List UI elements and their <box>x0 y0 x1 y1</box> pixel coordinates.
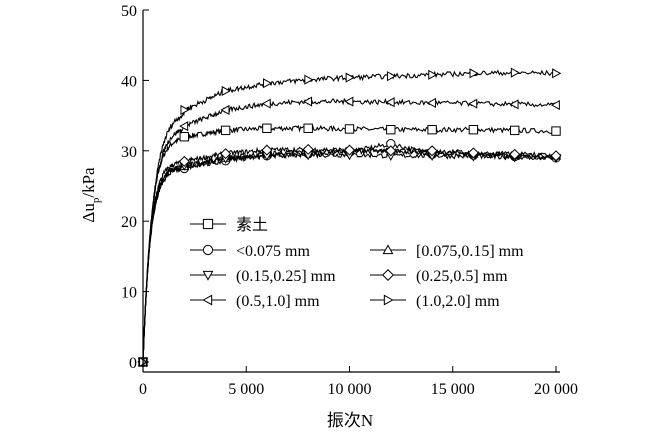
x-axis-title: 振次N <box>327 411 373 430</box>
y-tick-label: 20 <box>121 214 137 231</box>
data-point <box>550 99 560 111</box>
y-axis-title-unit: /kPa <box>79 167 98 198</box>
legend-entry: (0.15,0.25] mm <box>190 268 336 285</box>
legend-entry: (0.25,0.5] mm <box>370 268 508 285</box>
data-point <box>180 104 190 116</box>
data-point <box>302 96 313 107</box>
legend-label: (0.15,0.25] mm <box>236 268 336 285</box>
data-point <box>509 99 519 110</box>
legend-marker <box>383 294 394 306</box>
legend-label: 素土 <box>236 216 268 234</box>
legend-marker <box>202 294 213 306</box>
legend-entry: [0.075,0.15] mm <box>370 243 524 260</box>
data-point <box>261 98 271 109</box>
data-point <box>261 144 273 156</box>
legend-label: (0.25,0.5] mm <box>416 268 508 285</box>
legend-label: <0.075 mm <box>236 243 310 260</box>
legend-entry: <0.075 mm <box>190 243 310 260</box>
x-tick-label: 10 000 <box>328 381 372 398</box>
x-tick-label: 20 000 <box>534 381 578 398</box>
data-point <box>262 123 272 133</box>
legend-label: (1.0,2.0] mm <box>416 293 500 310</box>
legend-label: (0.5,1.0] mm <box>236 293 320 310</box>
data-point <box>386 71 397 82</box>
data-point <box>179 132 190 142</box>
series-line <box>142 146 557 362</box>
data-point <box>468 124 479 135</box>
ticks: 0 10 20 30 40 50 0 5 000 10 000 15 000 20 000 <box>121 3 578 398</box>
data-point <box>343 144 356 156</box>
data-point <box>385 145 397 157</box>
legend-label: [0.075,0.15] mm <box>416 243 524 260</box>
x-tick-label: 0 <box>139 381 147 398</box>
data-point <box>221 85 231 97</box>
series-line <box>142 124 557 362</box>
data-point <box>304 74 314 85</box>
legend-entry: (0.5,1.0] mm <box>190 293 320 310</box>
legend-marker <box>202 218 214 230</box>
data-point <box>426 97 436 108</box>
y-tick-label: 30 <box>121 144 137 161</box>
y-tick-label: 10 <box>121 285 137 302</box>
data-point <box>220 125 231 136</box>
data-point <box>469 68 479 79</box>
data-point <box>468 98 478 109</box>
data-point <box>385 97 395 108</box>
series-line <box>142 150 557 362</box>
series-4 <box>137 143 562 368</box>
legend-marker <box>202 244 214 256</box>
legend-entry: 素土 <box>190 216 268 234</box>
data-point <box>426 145 438 157</box>
data-point <box>344 124 355 134</box>
data-point <box>427 124 437 135</box>
data-point <box>303 123 313 133</box>
legend-marker <box>202 270 214 281</box>
y-axis-title-main: Δu <box>79 203 98 223</box>
y-tick-label: 0 <box>129 355 137 372</box>
x-tick-label: 5 000 <box>228 381 264 398</box>
series-line <box>142 69 557 362</box>
data-point <box>344 96 354 107</box>
series-layer <box>137 67 562 368</box>
data-point <box>345 72 355 83</box>
data-point <box>510 67 520 78</box>
data-point <box>551 126 561 136</box>
data-point <box>179 121 189 132</box>
y-axis-title-sub: p <box>90 197 102 203</box>
y-tick-label: 40 <box>121 73 137 90</box>
data-point <box>428 69 438 80</box>
data-point <box>178 155 190 167</box>
series-6 <box>139 67 562 368</box>
data-point <box>386 124 396 135</box>
data-point <box>220 148 232 160</box>
y-axis-title: Δup/kPa <box>79 167 102 223</box>
data-point <box>302 143 314 155</box>
axes <box>142 10 560 373</box>
series-line <box>142 97 557 362</box>
x-tick-label: 15 000 <box>431 381 475 398</box>
legend-entry: (1.0,2.0] mm <box>370 293 500 310</box>
data-point <box>552 68 562 79</box>
legend-marker <box>382 269 394 281</box>
data-point <box>220 104 230 116</box>
data-point <box>550 150 562 162</box>
series-5 <box>137 96 560 368</box>
legend: 素土 <0.075 mm [0.075,0.15] mm (0.15,0.25] mm… <box>190 216 524 310</box>
data-point <box>510 125 520 136</box>
data-point <box>467 147 479 159</box>
y-tick-label: 50 <box>121 3 137 20</box>
data-point <box>263 78 273 89</box>
data-point <box>509 148 521 160</box>
legend-marker <box>382 244 394 255</box>
